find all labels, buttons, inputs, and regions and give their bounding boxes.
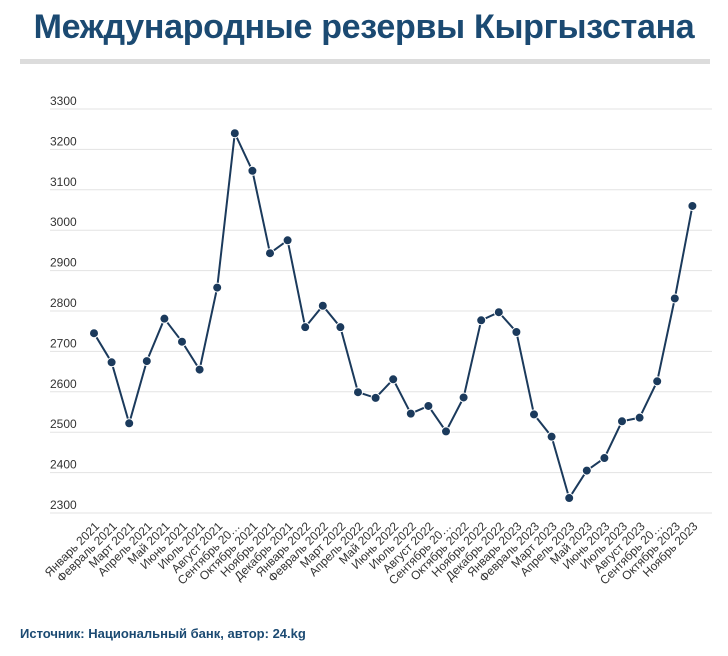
data-point [493, 307, 504, 318]
y-tick-label: 2500 [50, 417, 77, 431]
y-tick-label: 3300 [50, 94, 77, 108]
data-point [476, 315, 487, 326]
data-point [159, 313, 170, 324]
chart-title: Международные резервы Кыргызстана [33, 8, 695, 46]
data-point [388, 374, 399, 385]
data-point [300, 322, 311, 333]
data-point [617, 416, 627, 427]
data-point [141, 356, 152, 367]
y-tick-label: 3000 [50, 215, 77, 229]
data-point [124, 418, 135, 429]
data-point [106, 357, 117, 368]
data-point [89, 328, 99, 339]
data-point [370, 392, 381, 403]
title-divider [20, 59, 710, 64]
data-point [177, 336, 187, 347]
data-point [511, 327, 522, 338]
y-tick-label: 3100 [50, 175, 77, 189]
data-point [265, 248, 275, 259]
data-point [229, 128, 240, 139]
data-point [652, 376, 663, 387]
data-point [634, 412, 645, 423]
data-point [564, 493, 575, 504]
data-point [212, 282, 223, 293]
y-tick-label: 3200 [50, 134, 77, 148]
data-point [687, 200, 698, 211]
data-point [317, 300, 328, 311]
y-axis-ticks: 2300 2400 2500 2600 2700 2800 2900 3000 3100 3200… [50, 94, 77, 512]
data-point [405, 408, 416, 419]
y-tick-label: 2300 [50, 498, 77, 512]
data-point [441, 426, 451, 437]
data-point [581, 465, 592, 476]
data-point [546, 431, 557, 442]
data-point [669, 293, 680, 304]
source-note: Источник: Национальный банк, автор: 24.k… [20, 626, 306, 641]
gridlines [50, 108, 712, 514]
series-line [93, 129, 694, 501]
data-point [423, 400, 434, 411]
y-tick-label: 2900 [50, 256, 77, 270]
y-tick-label: 2600 [50, 377, 77, 391]
data-point [282, 235, 293, 246]
y-tick-label: 2700 [50, 336, 77, 350]
data-points [89, 128, 698, 504]
data-point [599, 453, 610, 464]
data-point [458, 392, 469, 403]
data-point [335, 322, 346, 333]
data-point [529, 409, 539, 420]
y-tick-label: 2800 [50, 296, 77, 310]
data-point [194, 364, 205, 375]
data-point [353, 387, 363, 398]
data-point [247, 165, 258, 176]
y-tick-label: 2400 [50, 458, 77, 472]
